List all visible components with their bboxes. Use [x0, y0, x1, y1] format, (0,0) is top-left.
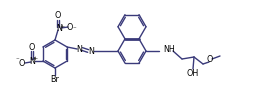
Text: O: O: [29, 43, 35, 52]
Text: N: N: [76, 45, 82, 54]
Text: O: O: [207, 56, 213, 64]
Text: N: N: [29, 56, 35, 65]
Text: N: N: [88, 47, 94, 56]
Text: ⁻: ⁻: [72, 26, 76, 32]
Text: Br: Br: [51, 75, 59, 84]
Text: ⁻: ⁻: [16, 57, 20, 63]
Text: OH: OH: [187, 68, 199, 77]
Text: O: O: [19, 58, 25, 67]
Text: N: N: [56, 24, 62, 33]
Text: O: O: [67, 23, 73, 32]
Text: NH: NH: [163, 46, 175, 55]
Text: O: O: [55, 12, 61, 21]
Text: +: +: [32, 56, 38, 60]
Text: +: +: [59, 24, 65, 29]
